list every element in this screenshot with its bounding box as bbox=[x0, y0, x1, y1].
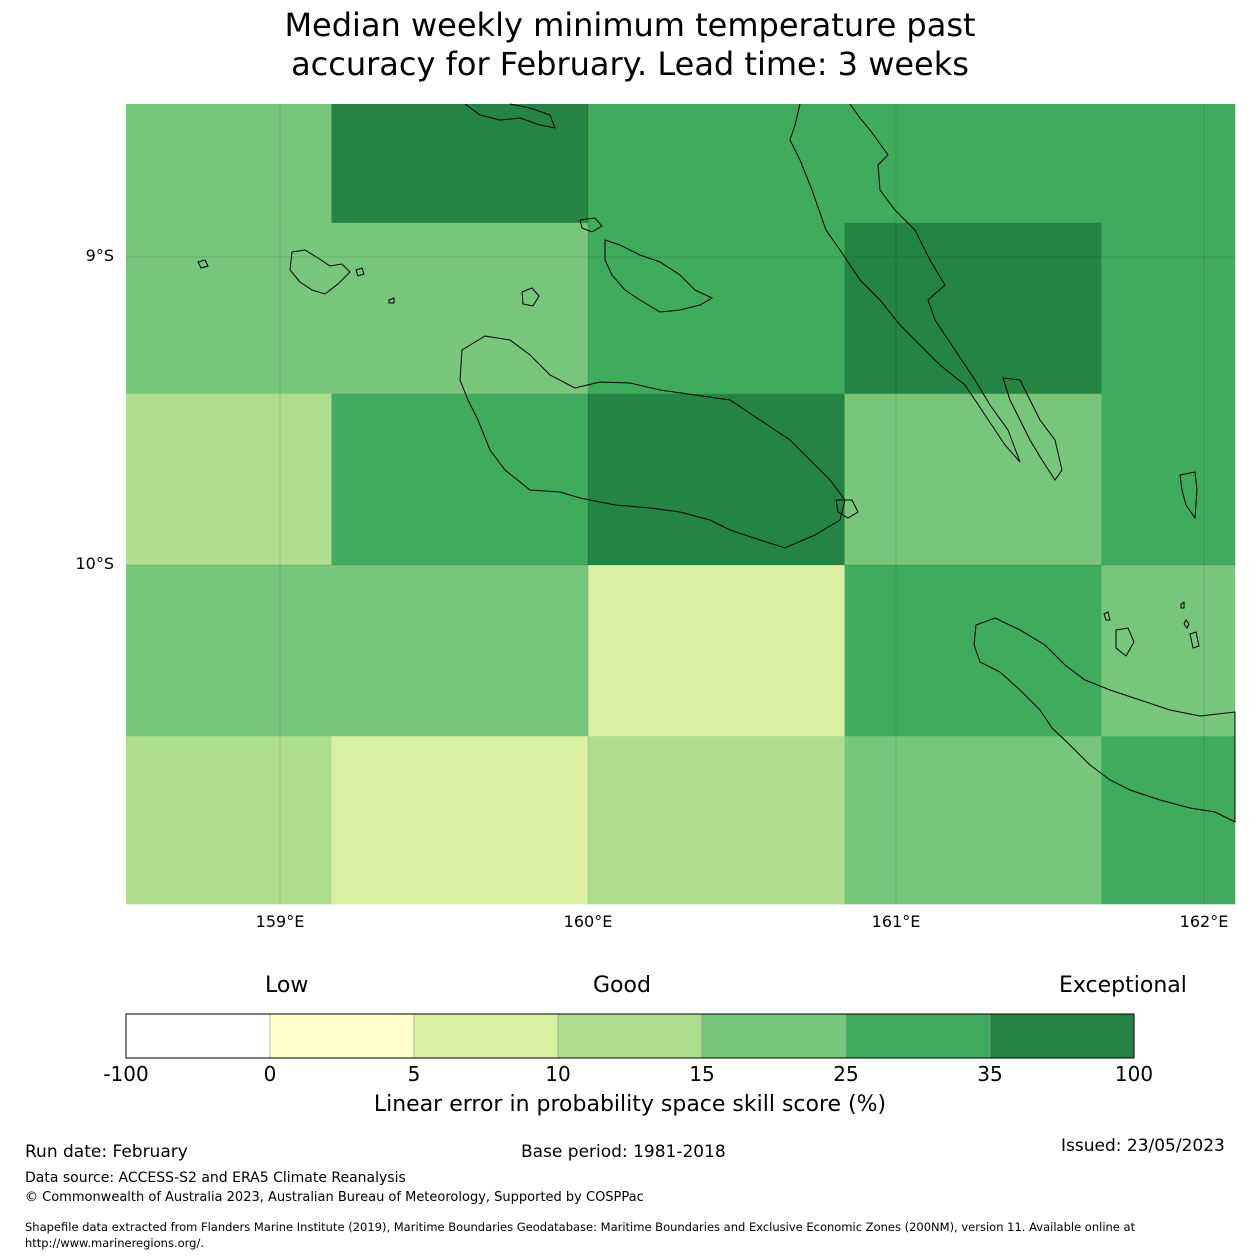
lon-tick-161e: 161°E bbox=[871, 912, 921, 931]
lat-tick-10s: 10°S bbox=[75, 554, 114, 573]
skill-cell bbox=[844, 222, 1102, 395]
lat-tick-9s: 9°S bbox=[85, 246, 114, 265]
colorbar-tick: 35 bbox=[977, 1062, 1003, 1086]
title-line-2: accuracy for February. Lead time: 3 week… bbox=[291, 45, 969, 83]
coastline-islet-7 bbox=[1115, 627, 1135, 657]
copyright: © Commonwealth of Australia 2023, Austra… bbox=[25, 1190, 644, 1205]
lon-tick-160e: 160°E bbox=[563, 912, 613, 931]
skill-cell bbox=[1101, 104, 1236, 224]
skill-cell bbox=[844, 565, 1102, 737]
skill-cell bbox=[1101, 736, 1236, 905]
coastline-islet-1 bbox=[579, 217, 603, 233]
colorbar-category-exceptional: Exceptional bbox=[1059, 973, 1187, 998]
coastline-islet-3 bbox=[197, 259, 209, 269]
colorbar-tick: -100 bbox=[103, 1062, 149, 1086]
skill-cell bbox=[588, 222, 846, 395]
skill-cell bbox=[844, 393, 1102, 566]
skill-cell bbox=[588, 565, 846, 737]
skill-cell bbox=[1101, 393, 1236, 566]
colorbar-category-good: Good bbox=[593, 973, 651, 998]
skill-cell bbox=[844, 736, 1102, 905]
skill-cell bbox=[588, 393, 846, 566]
coastline-islet-11 bbox=[1189, 631, 1200, 649]
skill-cell bbox=[126, 736, 332, 905]
run-date: Run date: February bbox=[25, 1142, 188, 1162]
coastline-san-jorge bbox=[1002, 377, 1063, 481]
colorbar-tick: 25 bbox=[833, 1062, 859, 1086]
skill-cell bbox=[126, 222, 332, 395]
coastline-new-georgia-tip bbox=[464, 103, 556, 129]
coastline-islet-9 bbox=[1183, 619, 1190, 629]
skill-cell bbox=[588, 104, 846, 224]
coastline-islet-8 bbox=[1103, 611, 1111, 621]
coastline-islet-2 bbox=[521, 287, 540, 307]
lon-tick-162e: 162°E bbox=[1179, 912, 1229, 931]
skill-cell bbox=[331, 104, 589, 224]
issued-date: Issued: 23/05/2023 bbox=[1061, 1136, 1225, 1156]
skill-cell bbox=[331, 736, 589, 905]
coastline-islet-4 bbox=[355, 267, 365, 277]
skill-cell bbox=[844, 104, 1102, 224]
colorbar-category-low: Low bbox=[265, 973, 309, 998]
colorbar-tick: 15 bbox=[689, 1062, 715, 1086]
coastline-santa-isabel bbox=[789, 103, 1021, 463]
colorbar-tick: 0 bbox=[263, 1062, 277, 1086]
shapefile-credit-line-2: http://www.marineregions.org/. bbox=[25, 1236, 204, 1250]
coastline-russell-islands bbox=[289, 249, 351, 295]
coastline-malaita-tip bbox=[1179, 471, 1198, 520]
shapefile-credit-line-1: Shapefile data extracted from Flanders M… bbox=[25, 1220, 1136, 1234]
coastlines bbox=[197, 103, 1236, 823]
coastline-florida-islands bbox=[604, 239, 714, 313]
colorbar-tick: 100 bbox=[1114, 1062, 1154, 1086]
base-period: Base period: 1981-2018 bbox=[521, 1142, 726, 1162]
skill-cell bbox=[588, 736, 846, 905]
skill-cell bbox=[1101, 565, 1236, 737]
coastline-makira bbox=[973, 617, 1236, 823]
coastline-islet-10 bbox=[1180, 601, 1185, 609]
skill-cell bbox=[126, 565, 332, 737]
data-source: Data source: ACCESS-S2 and ERA5 Climate … bbox=[25, 1170, 406, 1186]
skill-cell bbox=[331, 565, 589, 737]
coastline-islet-5 bbox=[388, 297, 395, 304]
graticule bbox=[126, 104, 1235, 904]
skill-cell bbox=[1101, 222, 1236, 395]
skill-cell bbox=[126, 393, 332, 566]
coastline-guadalcanal bbox=[459, 335, 846, 549]
skill-grid bbox=[126, 104, 1236, 905]
coastline-islet-6 bbox=[835, 499, 859, 519]
skill-cell bbox=[126, 104, 332, 224]
skill-cell bbox=[331, 222, 589, 395]
colorbar-tick: 10 bbox=[545, 1062, 571, 1086]
title-line-1: Median weekly minimum temperature past bbox=[284, 6, 976, 44]
colorbar-tick: 5 bbox=[407, 1062, 421, 1086]
skill-cell bbox=[331, 393, 589, 566]
colorbar-label: Linear error in probability space skill … bbox=[373, 1092, 887, 1117]
lon-tick-159e: 159°E bbox=[255, 912, 305, 931]
map-title: Median weekly minimum temperature past a… bbox=[0, 6, 1260, 84]
